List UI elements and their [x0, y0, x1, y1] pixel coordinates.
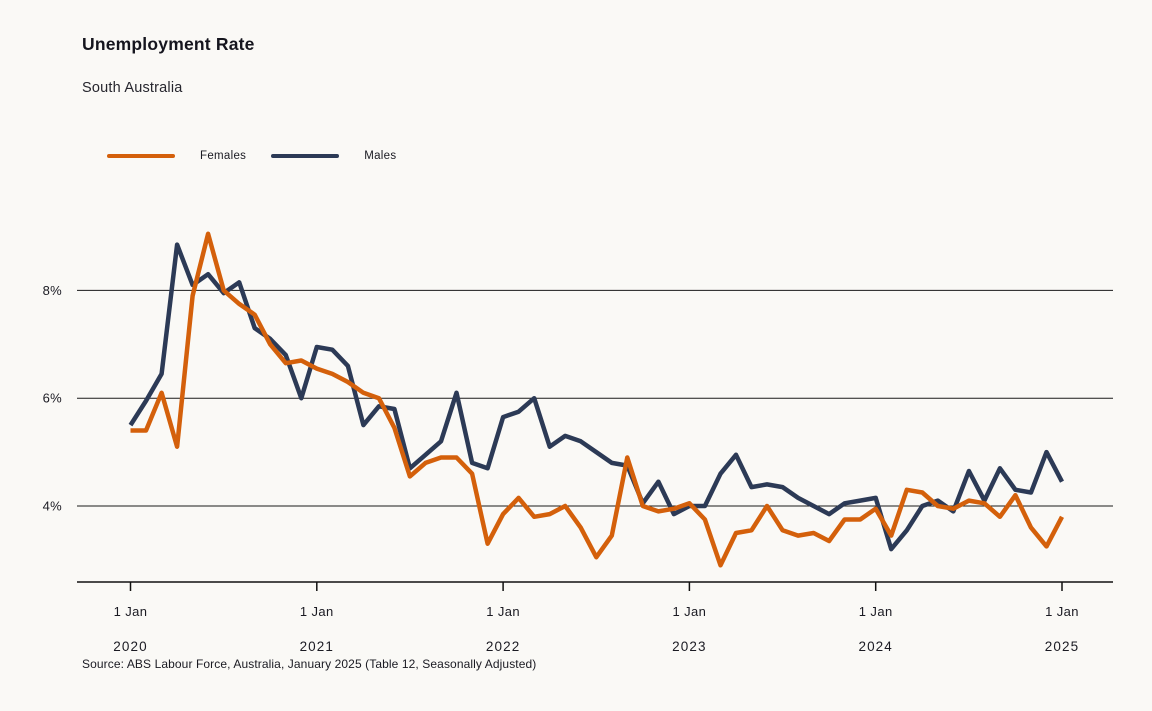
- x-axis-year-label: 2021: [300, 639, 334, 654]
- y-axis-tick-label: 4%: [43, 499, 63, 514]
- x-axis-tick-label: 1 Jan: [114, 604, 148, 619]
- legend-item-males: Males: [271, 150, 396, 162]
- x-axis-year-label: 2024: [858, 639, 892, 654]
- x-axis-tick-label: 1 Jan: [486, 604, 520, 619]
- females-line-swatch: [107, 153, 175, 159]
- legend-label-females: Females: [200, 150, 247, 162]
- x-axis-tick-label: 1 Jan: [300, 604, 334, 619]
- x-axis-year-label: 2022: [486, 639, 520, 654]
- x-axis-year-label: 2020: [113, 639, 147, 654]
- y-axis-tick-label: 6%: [43, 391, 63, 406]
- x-axis-year-label: 2023: [672, 639, 706, 654]
- females-line: [130, 231, 1064, 568]
- source-note: Source: ABS Labour Force, Australia, Jan…: [82, 657, 537, 671]
- x-axis-year-label: 2025: [1045, 639, 1079, 654]
- legend: Females Males: [107, 148, 396, 164]
- males-line-swatch: [271, 153, 340, 159]
- x-axis-tick-label: 1 Jan: [672, 604, 706, 619]
- y-axis-tick-label: 8%: [43, 283, 63, 298]
- x-axis-tick-label: 1 Jan: [1045, 604, 1079, 619]
- legend-item-females: Females: [107, 150, 246, 162]
- page-title: Unemployment Rate: [82, 34, 255, 54]
- males-line: [128, 242, 1064, 552]
- chart-subtitle: South Australia: [82, 80, 183, 96]
- legend-label-males: Males: [364, 150, 397, 162]
- x-axis-tick-label: 1 Jan: [859, 604, 893, 619]
